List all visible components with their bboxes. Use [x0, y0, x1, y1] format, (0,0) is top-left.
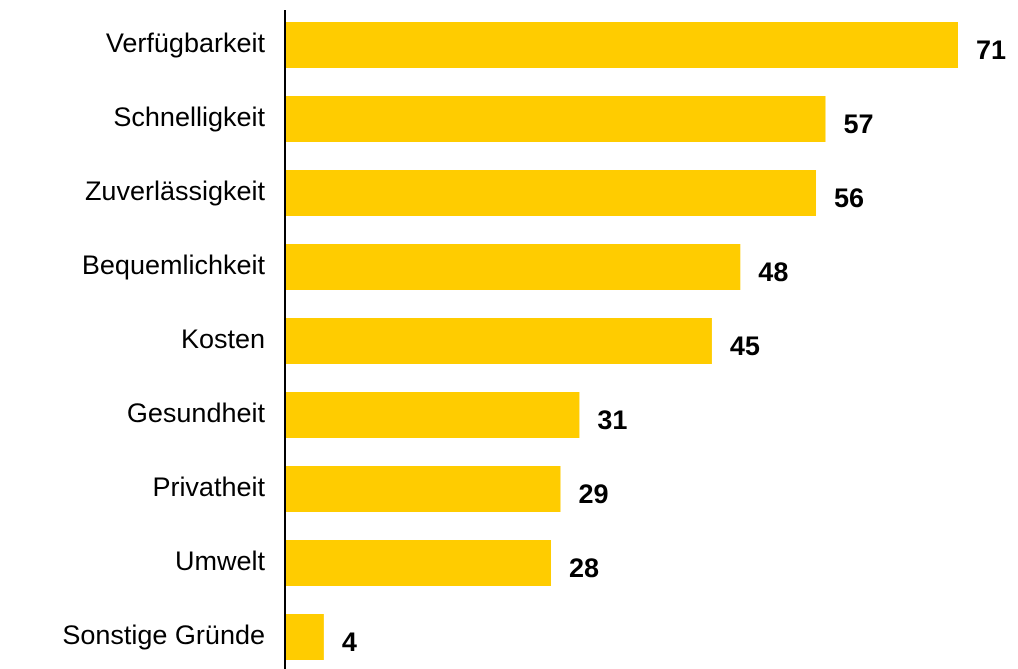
value-label: 29 [578, 479, 608, 509]
value-label: 4 [342, 627, 357, 657]
value-label: 45 [730, 331, 760, 361]
category-label: Kosten [181, 324, 265, 354]
category-label: Gesundheit [127, 398, 266, 428]
bar [286, 244, 741, 290]
bar [286, 318, 712, 364]
category-label: Verfügbarkeit [106, 28, 266, 58]
value-label: 56 [834, 183, 864, 213]
category-label: Schnelligkeit [113, 102, 265, 132]
value-label: 31 [597, 405, 627, 435]
bar [286, 96, 826, 142]
category-label: Privatheit [152, 472, 265, 502]
bar [286, 22, 958, 68]
category-label: Sonstige Gründe [62, 620, 265, 650]
value-label: 71 [976, 35, 1006, 65]
category-label: Zuverlässigkeit [85, 176, 266, 206]
category-label: Umwelt [175, 546, 266, 576]
bar [286, 466, 561, 512]
bar [286, 392, 580, 438]
value-label: 57 [843, 109, 873, 139]
bar [286, 614, 324, 660]
value-label: 28 [569, 553, 599, 583]
value-label: 48 [758, 257, 788, 287]
bar [286, 170, 817, 216]
bar [286, 540, 552, 586]
category-label: Bequemlichkeit [82, 250, 266, 280]
